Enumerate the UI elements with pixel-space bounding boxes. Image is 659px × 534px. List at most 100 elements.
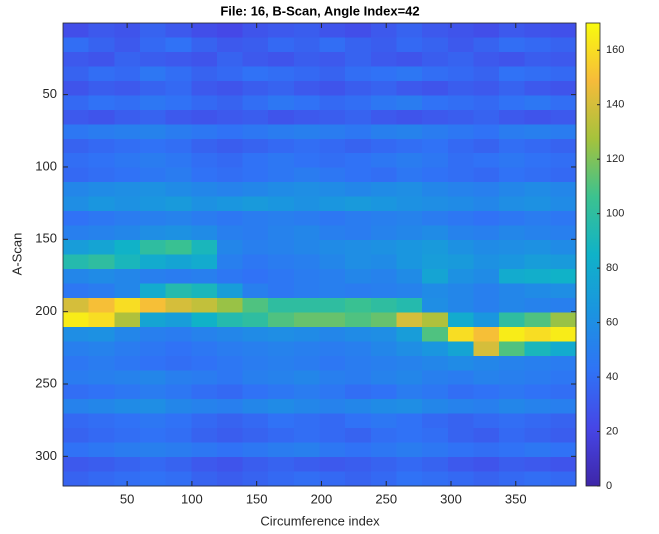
heatmap-cell (345, 355, 372, 371)
heatmap-cell (550, 355, 577, 371)
heatmap-cell (319, 211, 346, 227)
x-tick-label: 50 (120, 491, 134, 506)
heatmap-cell (524, 457, 551, 473)
heatmap-cell (191, 95, 218, 111)
heatmap-cell (447, 428, 474, 444)
heatmap-cell (242, 23, 269, 39)
heatmap-cell (370, 471, 398, 487)
heatmap-cell (63, 196, 90, 212)
heatmap-cell (370, 37, 398, 53)
heatmap-cell (191, 399, 218, 415)
heatmap-cell (216, 95, 244, 111)
heatmap-cell (473, 124, 500, 140)
heatmap-cell (293, 80, 321, 96)
heatmap-cell (499, 370, 526, 386)
heatmap-cell (63, 51, 90, 68)
heatmap-cell (319, 240, 346, 256)
heatmap-cell (499, 109, 526, 125)
heatmap-cell (165, 399, 192, 415)
heatmap-cell (268, 225, 295, 241)
chart-title: File: 16, B-Scan, Angle Index=42 (220, 3, 419, 18)
heatmap-cell (139, 370, 167, 386)
y-tick-label: 50 (43, 86, 57, 101)
heatmap-cell (293, 312, 321, 328)
heatmap-cell (345, 384, 372, 400)
heatmap-cell (370, 341, 398, 357)
heatmap-cell (396, 80, 423, 96)
heatmap-cell (139, 182, 167, 198)
heatmap-cell (345, 109, 372, 125)
heatmap-cell (370, 23, 398, 39)
heatmap-cell (396, 326, 423, 342)
heatmap-cell (114, 225, 141, 241)
heatmap-cell (165, 80, 192, 96)
heatmap-cell (422, 428, 449, 444)
heatmap-cell (550, 95, 577, 111)
heatmap-cell (139, 268, 167, 285)
heatmap-cell (63, 211, 90, 227)
heatmap-cell (550, 268, 577, 285)
heatmap-cell (165, 138, 192, 154)
heatmap-cell (422, 457, 449, 473)
heatmap-cell (293, 66, 321, 82)
heatmap-cell (63, 413, 90, 429)
heatmap-cell (293, 341, 321, 357)
heatmap-cell (191, 211, 218, 227)
heatmap-cell (114, 297, 141, 313)
heatmap-cell (63, 138, 90, 154)
heatmap-cell (242, 66, 269, 82)
heatmap-cell (396, 428, 423, 444)
heatmap-cell (216, 196, 244, 212)
heatmap-cell (268, 283, 295, 299)
heatmap-cell (396, 355, 423, 371)
heatmap-cell (216, 37, 244, 53)
heatmap-cell (422, 124, 449, 140)
heatmap-cell (550, 428, 577, 444)
heatmap-cell (268, 109, 295, 125)
heatmap-cell (422, 254, 449, 270)
heatmap-cell (293, 95, 321, 111)
heatmap-cell (370, 95, 398, 111)
heatmap-cell (242, 370, 269, 386)
colorbar-tick-label: 60 (606, 316, 618, 328)
heatmap-cell (293, 442, 321, 458)
heatmap-cell (345, 268, 372, 285)
heatmap-cell (293, 225, 321, 241)
heatmap-cell (473, 23, 500, 39)
heatmap-cell (165, 225, 192, 241)
heatmap-cell (191, 167, 218, 183)
heatmap-cell (268, 326, 295, 342)
heatmap-cell (370, 196, 398, 212)
heatmap-cell (319, 23, 346, 39)
heatmap-cell (319, 428, 346, 444)
heatmap-cell (165, 254, 192, 270)
heatmap-cell (524, 254, 551, 270)
heatmap-cell (499, 312, 526, 328)
heatmap-cell (191, 240, 218, 256)
heatmap-cell (447, 23, 474, 39)
heatmap-cell (242, 254, 269, 270)
y-tick-label: 250 (35, 375, 57, 390)
heatmap-cell (165, 211, 192, 227)
heatmap-cell (499, 225, 526, 241)
heatmap-cell (422, 355, 449, 371)
heatmap-cell (499, 254, 526, 270)
heatmap-cell (499, 153, 526, 169)
heatmap-cell (422, 138, 449, 154)
heatmap-cell (268, 211, 295, 227)
heatmap-cell (63, 225, 90, 241)
heatmap-cell (191, 341, 218, 357)
heatmap-cell (165, 95, 192, 111)
heatmap-cell (88, 167, 115, 183)
heatmap-cell (447, 341, 474, 357)
heatmap-cell (319, 283, 346, 299)
heatmap-cell (422, 23, 449, 39)
heatmap-cell (216, 442, 244, 458)
heatmap-cell (268, 66, 295, 82)
heatmap-cell (370, 413, 398, 429)
heatmap-cell (268, 196, 295, 212)
heatmap-cell (550, 413, 577, 429)
heatmap-cell (319, 268, 346, 285)
heatmap-cell (396, 51, 423, 68)
heatmap-cell (370, 297, 398, 313)
